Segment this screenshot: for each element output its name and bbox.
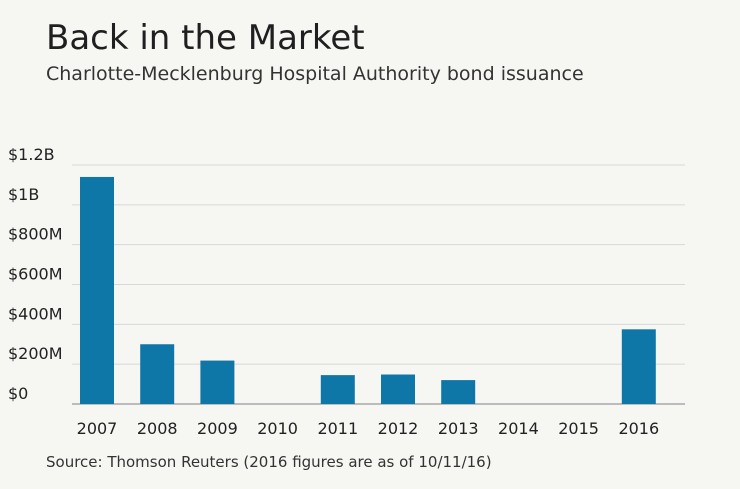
x-tick-label: 2007 — [77, 419, 118, 438]
gridlines — [72, 164, 685, 405]
bar-2008 — [140, 344, 175, 404]
y-tick-label: $600M — [8, 265, 63, 284]
x-tick-label: 2014 — [498, 419, 539, 438]
x-tick-label: 2015 — [558, 419, 599, 438]
x-tick-label: 2010 — [257, 419, 298, 438]
x-tick-label: 2012 — [378, 419, 419, 438]
bar-2012 — [381, 374, 415, 404]
y-tick-label: $0 — [8, 384, 28, 403]
bar-2007 — [80, 176, 114, 404]
y-tick-label: $200M — [8, 344, 63, 363]
bars — [80, 176, 656, 404]
bar-2011 — [320, 375, 355, 404]
y-tick-label: $800M — [8, 225, 63, 244]
source-note: Source: Thomson Reuters (2016 figures ar… — [46, 453, 492, 471]
bar-2009 — [200, 360, 235, 404]
y-tick-label: $400M — [8, 304, 63, 323]
x-axis-tick-labels: 2007 2008 2009 2010 2011 2012 2013 2014 2015 2016 — [77, 419, 660, 438]
x-tick-label: 2008 — [137, 419, 178, 438]
y-tick-label: $1.2B — [8, 145, 55, 164]
x-tick-label: 2009 — [197, 419, 238, 438]
x-tick-label: 2016 — [618, 419, 659, 438]
bar-2013 — [441, 380, 476, 404]
y-tick-label: $1B — [8, 185, 39, 204]
x-tick-label: 2013 — [438, 419, 479, 438]
chart-subtitle: Charlotte-Mecklenburg Hospital Authority… — [46, 63, 584, 85]
bar-2016 — [621, 329, 656, 404]
y-axis-tick-labels: $0 $200M $400M $600M $800M $1B $1.2B — [8, 145, 63, 403]
x-tick-label: 2011 — [317, 419, 358, 438]
chart-title: Back in the Market — [46, 18, 365, 58]
